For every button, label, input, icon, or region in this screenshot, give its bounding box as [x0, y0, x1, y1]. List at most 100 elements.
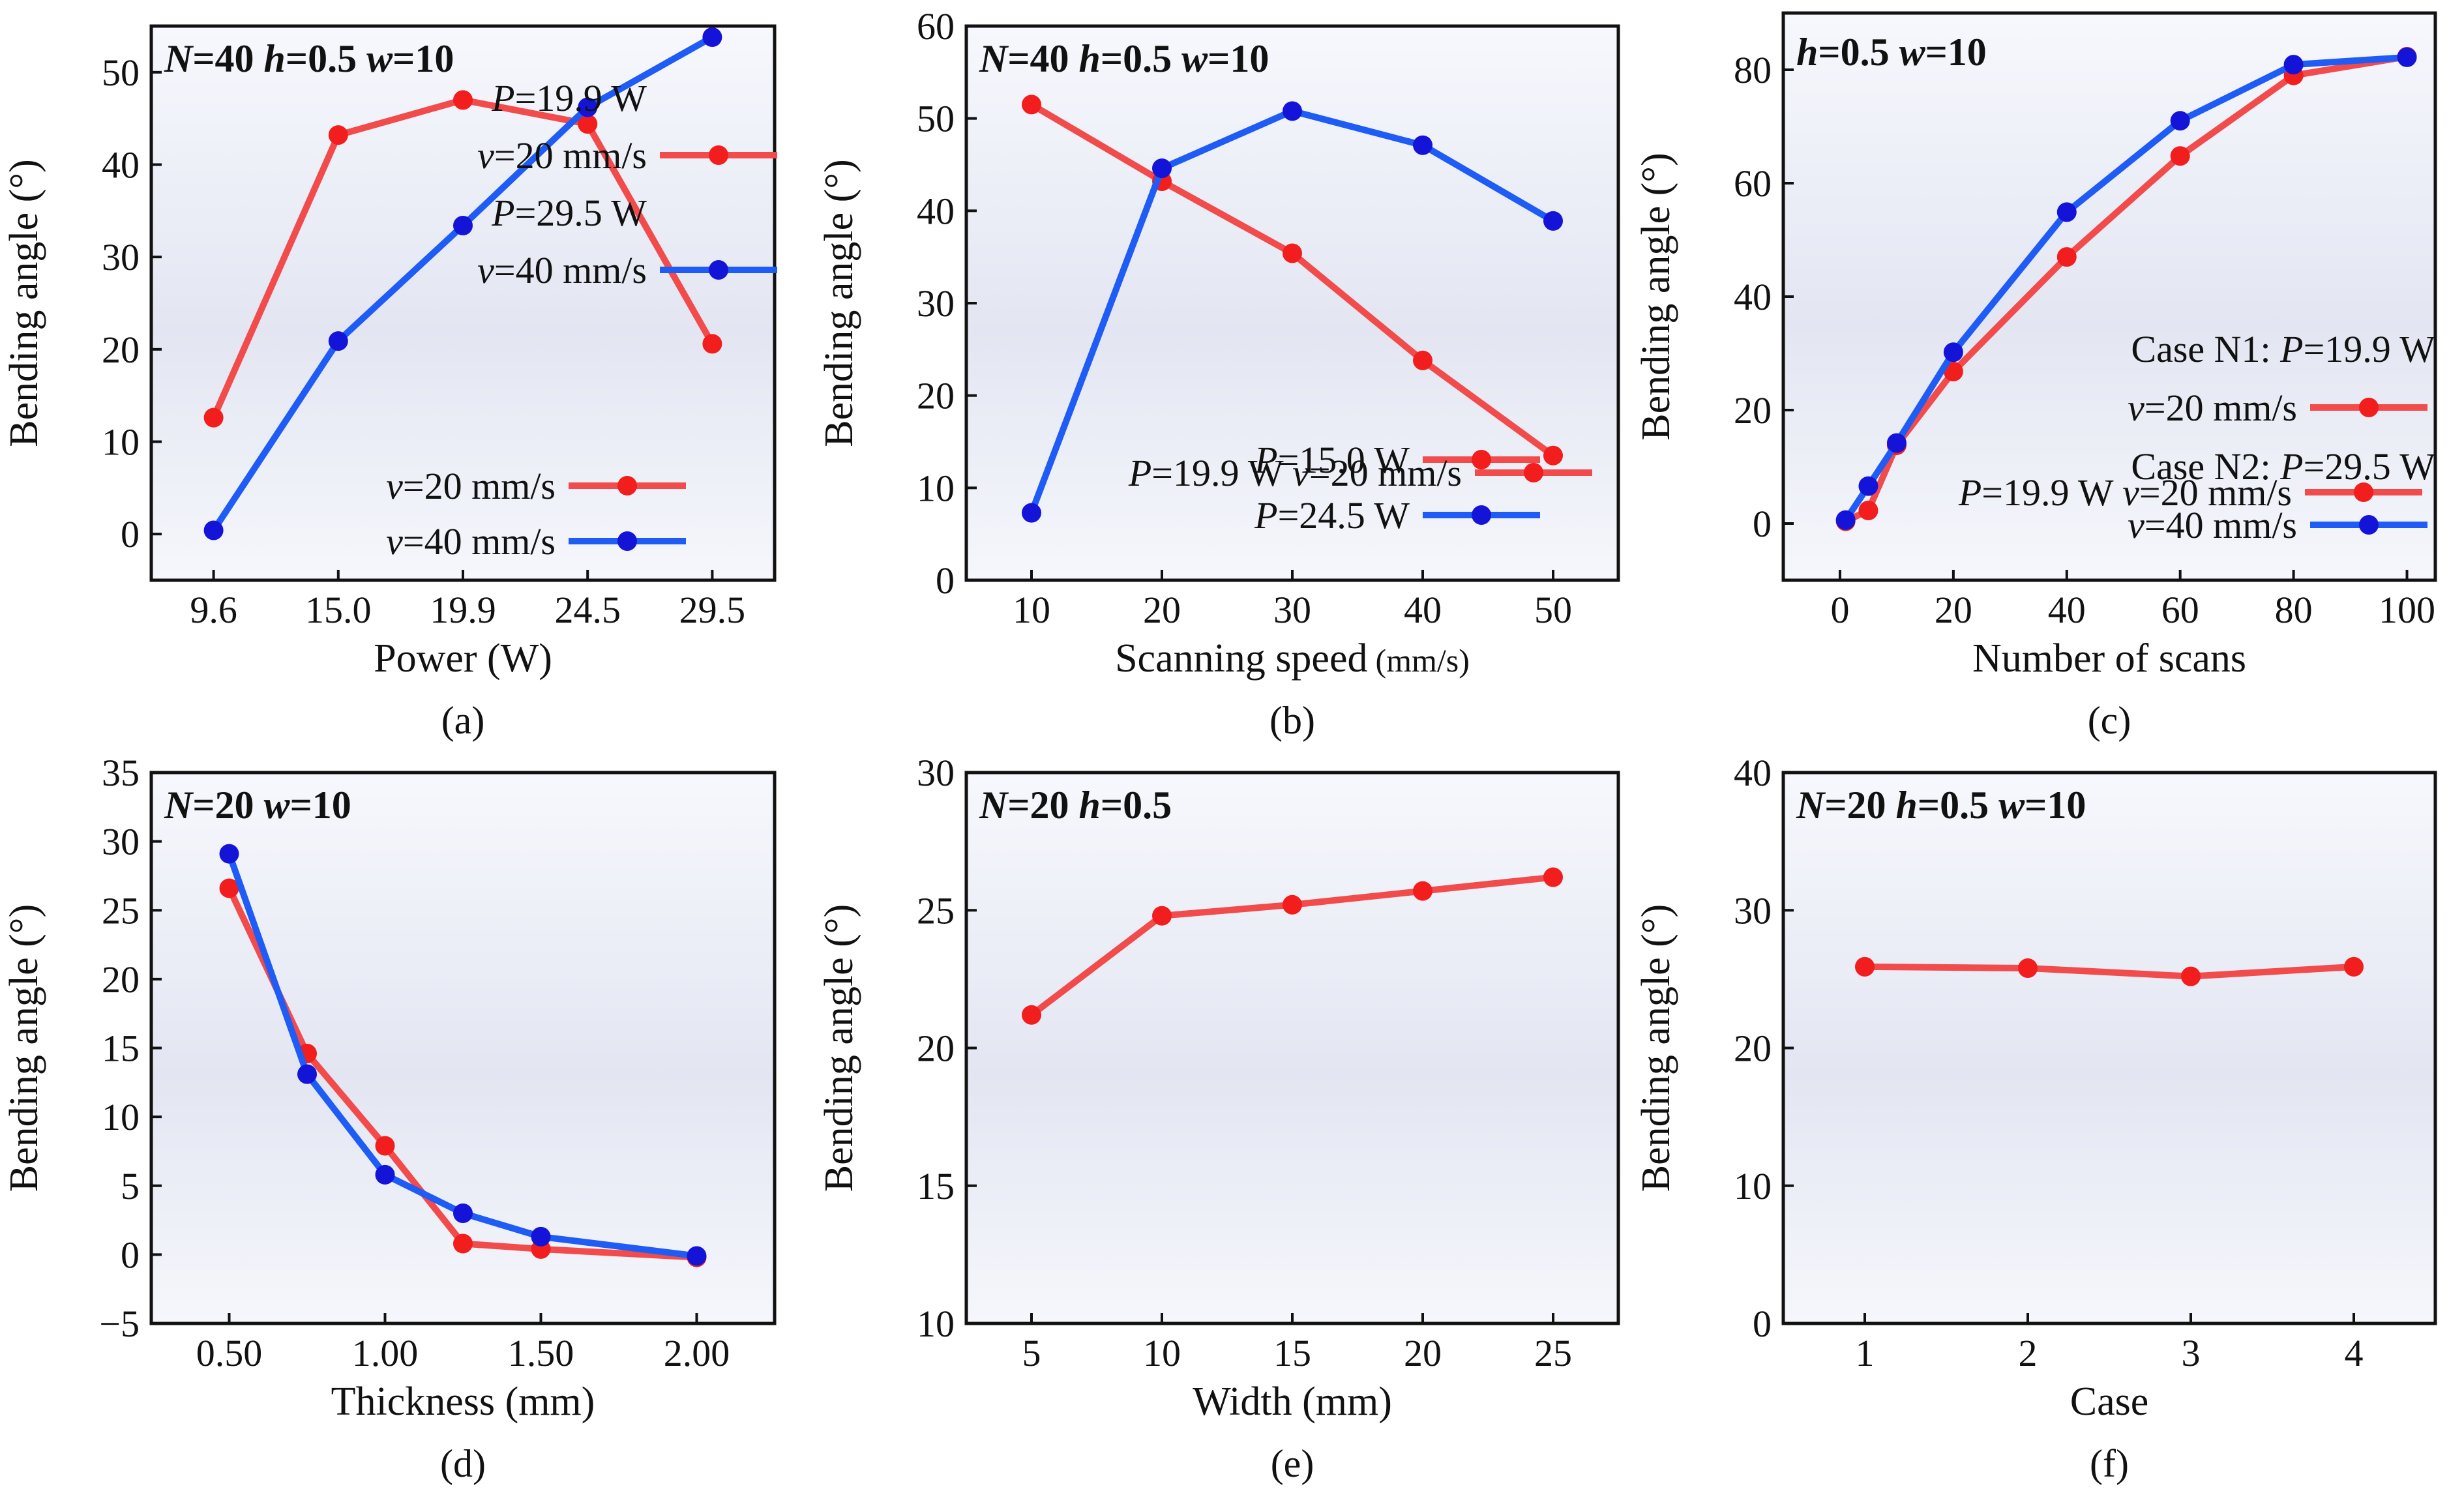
- condition-annotation-part: N: [164, 784, 194, 827]
- data-point-red: [1943, 361, 1963, 381]
- data-point-blue: [1835, 510, 1856, 530]
- data-point-blue: [203, 520, 224, 540]
- x-tick-label: 2: [2019, 1332, 2038, 1374]
- legend-label: P=29.5 W: [491, 192, 647, 234]
- x-tick-label: 9.6: [190, 589, 237, 631]
- y-tick-label: 30: [102, 821, 140, 863]
- legend-label-part: v: [477, 249, 494, 291]
- x-axis-label: Number of scans: [1972, 636, 2246, 681]
- legend-label-part: v: [2128, 504, 2145, 546]
- condition-annotation-part: N: [164, 37, 194, 80]
- data-point-red: [1283, 894, 1302, 915]
- data-point-red: [375, 1136, 395, 1156]
- x-tick-label: 60: [2161, 589, 2199, 631]
- condition-annotation-part: w: [1998, 784, 2025, 827]
- x-axis-label-main: Number of scans: [1972, 636, 2246, 681]
- legend-label-part: P: [491, 192, 514, 234]
- x-tick-label: 15: [1273, 1332, 1311, 1374]
- legend-label-part: Case N1:: [2131, 328, 2280, 370]
- legend-swatch-marker: [1524, 463, 1543, 482]
- data-point-blue: [1413, 135, 1432, 155]
- data-point-red: [1543, 867, 1563, 887]
- legend-label-part: Case N2:: [2131, 445, 2280, 488]
- x-axis-label-unit: (mm/s): [1375, 642, 1469, 679]
- legend-swatch-marker: [1472, 505, 1491, 525]
- legend-label-part: P: [1128, 452, 1151, 494]
- y-tick-label: 40: [917, 190, 955, 232]
- condition-annotation-part: =0.5: [286, 37, 366, 80]
- y-tick-label: 30: [102, 236, 140, 278]
- y-tick-label: 15: [102, 1027, 140, 1070]
- data-point-blue: [531, 1226, 551, 1247]
- condition-annotation-part: N: [979, 37, 1009, 80]
- y-axis-label: Bending angle (°): [2, 904, 46, 1192]
- y-tick-label: 50: [917, 98, 955, 140]
- y-tick-label: 40: [1734, 752, 1772, 794]
- data-point-blue: [375, 1164, 395, 1185]
- y-tick-label: 0: [936, 559, 955, 602]
- y-tick-label: 0: [121, 513, 140, 555]
- panel-subtitle: (c): [2088, 699, 2131, 742]
- x-axis-label-main: Thickness (mm): [331, 1380, 595, 1424]
- data-point-blue: [219, 844, 239, 864]
- x-tick-label: 1.00: [352, 1332, 419, 1374]
- legend-label-part: =20 mm/s: [494, 134, 647, 177]
- y-tick-label: 30: [917, 282, 955, 325]
- y-tick-label: 25: [102, 889, 140, 932]
- x-tick-label: 1: [1856, 1332, 1875, 1374]
- panel-subtitle: (b): [1269, 699, 1315, 742]
- condition-annotation-part: =20: [1007, 784, 1078, 827]
- y-tick-label: 20: [1734, 389, 1772, 432]
- legend-label-part: =19.9 W: [1151, 452, 1292, 494]
- x-tick-label: 40: [2048, 589, 2086, 631]
- legend-label: P=19.9 W v=20 mm/s: [1128, 452, 1462, 494]
- data-point-red: [578, 114, 598, 134]
- legend-label: Case N1: P=19.9 W: [2131, 328, 2435, 370]
- data-point-blue: [297, 1064, 317, 1084]
- data-point-red: [219, 878, 239, 898]
- legend-label-part: v: [2128, 387, 2145, 429]
- legend-label: P=24.5 W: [1254, 494, 1410, 537]
- x-tick-label: 80: [2275, 589, 2313, 631]
- x-tick-label: 30: [1273, 589, 1311, 631]
- legend-label: v=20 mm/s: [2128, 387, 2297, 429]
- y-tick-label: 60: [1734, 162, 1772, 205]
- y-tick-label: 30: [917, 752, 955, 794]
- x-tick-label: 10: [1013, 589, 1050, 631]
- data-point-blue: [328, 331, 348, 351]
- legend-swatch-marker: [2359, 515, 2379, 535]
- condition-annotation-part: =20: [1824, 784, 1895, 827]
- legend-label-part: =40 mm/s: [494, 249, 647, 291]
- panel-subtitle: (e): [1271, 1442, 1314, 1485]
- panel-subtitle: (a): [441, 699, 485, 742]
- x-tick-label: 20: [1935, 589, 1972, 631]
- data-point-red: [2181, 966, 2201, 986]
- x-tick-label: 19.9: [430, 589, 496, 631]
- legend-label-part: v: [1292, 452, 1309, 494]
- x-tick-label: 0.50: [196, 1332, 263, 1374]
- condition-annotation-part: N: [979, 784, 1009, 827]
- y-tick-label: 10: [917, 1303, 955, 1345]
- x-tick-label: 24.5: [554, 589, 621, 631]
- condition-annotation-part: h: [264, 37, 286, 80]
- condition-annotation-part: w: [1181, 37, 1208, 80]
- condition-annotation: N=20 h=0.5: [979, 784, 1172, 827]
- x-tick-label: 50: [1534, 589, 1572, 631]
- condition-annotation-part: w: [1899, 31, 1926, 74]
- legend-label-part: =40 mm/s: [403, 520, 556, 563]
- condition-annotation-part: =20: [192, 784, 263, 827]
- legend-swatch-marker: [709, 145, 728, 165]
- x-axis-label-main: Case: [2070, 1380, 2149, 1424]
- y-tick-label: 10: [1734, 1165, 1772, 1207]
- x-axis-label: Scanning speed (mm/s): [1115, 636, 1470, 681]
- x-tick-label: 5: [1022, 1332, 1041, 1374]
- plot-background: [966, 773, 1618, 1323]
- legend-label-part: =40 mm/s: [2145, 504, 2297, 546]
- data-point-red: [2170, 146, 2190, 166]
- y-tick-label: 20: [917, 375, 955, 417]
- data-point-red: [1022, 95, 1041, 115]
- x-tick-label: 4: [2345, 1332, 2364, 1374]
- legend-label-part: =24.5 W: [1278, 494, 1410, 537]
- panel-a: 0 10 20 30 40 50 9.6 15.0 19.9 24.5 29.5 Power (W) B…: [2, 24, 777, 742]
